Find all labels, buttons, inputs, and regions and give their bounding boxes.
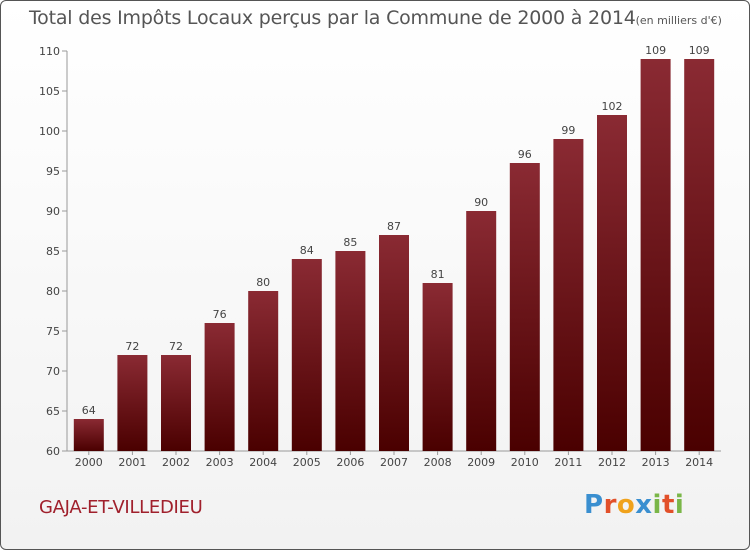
data-label: 76	[213, 308, 227, 321]
bar	[73, 419, 104, 451]
bar	[161, 355, 191, 451]
logo-letter: o	[616, 490, 636, 520]
bar	[335, 251, 366, 451]
data-label: 72	[169, 340, 183, 353]
y-tick-label: 80	[46, 285, 60, 298]
data-label: 85	[343, 236, 357, 249]
y-tick-label: 105	[39, 85, 60, 98]
x-tick-label: 2014	[685, 456, 713, 469]
data-label: 64	[82, 404, 96, 417]
data-label: 96	[518, 148, 532, 161]
data-label: 102	[602, 100, 623, 113]
x-tick-label: 2002	[162, 456, 190, 469]
proxiti-logo: Proxiti	[584, 490, 684, 520]
commune-name: GAJA-ET-VILLEDIEU	[39, 497, 203, 518]
x-tick-label: 2001	[118, 456, 146, 469]
logo-letter: x	[635, 490, 653, 520]
bar	[248, 291, 279, 451]
bar	[422, 283, 453, 451]
bar	[379, 235, 409, 451]
bars	[73, 59, 715, 451]
bar	[291, 259, 322, 451]
logo-letter: i	[674, 490, 685, 520]
x-tick-label: 2007	[380, 456, 408, 469]
bar	[117, 355, 148, 451]
y-tick-label: 90	[46, 205, 60, 218]
x-tick-label: 2011	[554, 456, 582, 469]
data-label: 87	[387, 220, 401, 233]
y-tick-label: 100	[39, 125, 60, 138]
bar	[466, 211, 497, 451]
x-tick-label: 2009	[467, 456, 495, 469]
data-label: 80	[256, 276, 270, 289]
logo-letter: i	[652, 490, 662, 520]
x-tick-label: 2008	[424, 456, 452, 469]
logo-letter: t	[661, 490, 675, 520]
x-tick-label: 2006	[336, 456, 364, 469]
bar	[597, 115, 627, 451]
data-label: 90	[474, 196, 488, 209]
bar	[204, 323, 235, 451]
y-tick-label: 70	[46, 365, 60, 378]
x-tick-label: 2012	[598, 456, 626, 469]
x-tick-label: 2005	[293, 456, 321, 469]
chart-title: Total des Impôts Locaux perçus par la Co…	[29, 7, 722, 29]
data-label: 72	[125, 340, 139, 353]
x-tick-label: 2000	[75, 456, 103, 469]
bar	[509, 163, 540, 451]
y-tick-label: 75	[46, 325, 60, 338]
y-tick-label: 110	[39, 45, 60, 58]
title-unit: (en milliers d'€)	[635, 14, 722, 27]
y-tick-label: 95	[46, 165, 60, 178]
x-tick-label: 2013	[642, 456, 670, 469]
y-tick-label: 65	[46, 405, 60, 418]
title-main: Total des Impôts Locaux perçus par la Co…	[29, 7, 636, 29]
data-label: 109	[689, 44, 710, 57]
logo-letter: r	[603, 490, 617, 520]
data-labels: 64 72 72 76 80 84 85 87 81 90 96 99 102 109 109	[82, 44, 710, 417]
x-tick-label: 2010	[511, 456, 539, 469]
bar	[640, 59, 671, 451]
bar	[553, 139, 584, 451]
data-label: 84	[300, 244, 314, 257]
data-label: 109	[645, 44, 666, 57]
data-label: 81	[431, 268, 445, 281]
y-tick-label: 85	[46, 245, 60, 258]
x-tick-label: 2004	[249, 456, 277, 469]
bar	[684, 59, 715, 451]
logo-letter: P	[584, 490, 604, 520]
y-tick-label: 60	[46, 445, 60, 458]
data-label: 99	[561, 124, 575, 137]
x-tick-label: 2003	[206, 456, 234, 469]
